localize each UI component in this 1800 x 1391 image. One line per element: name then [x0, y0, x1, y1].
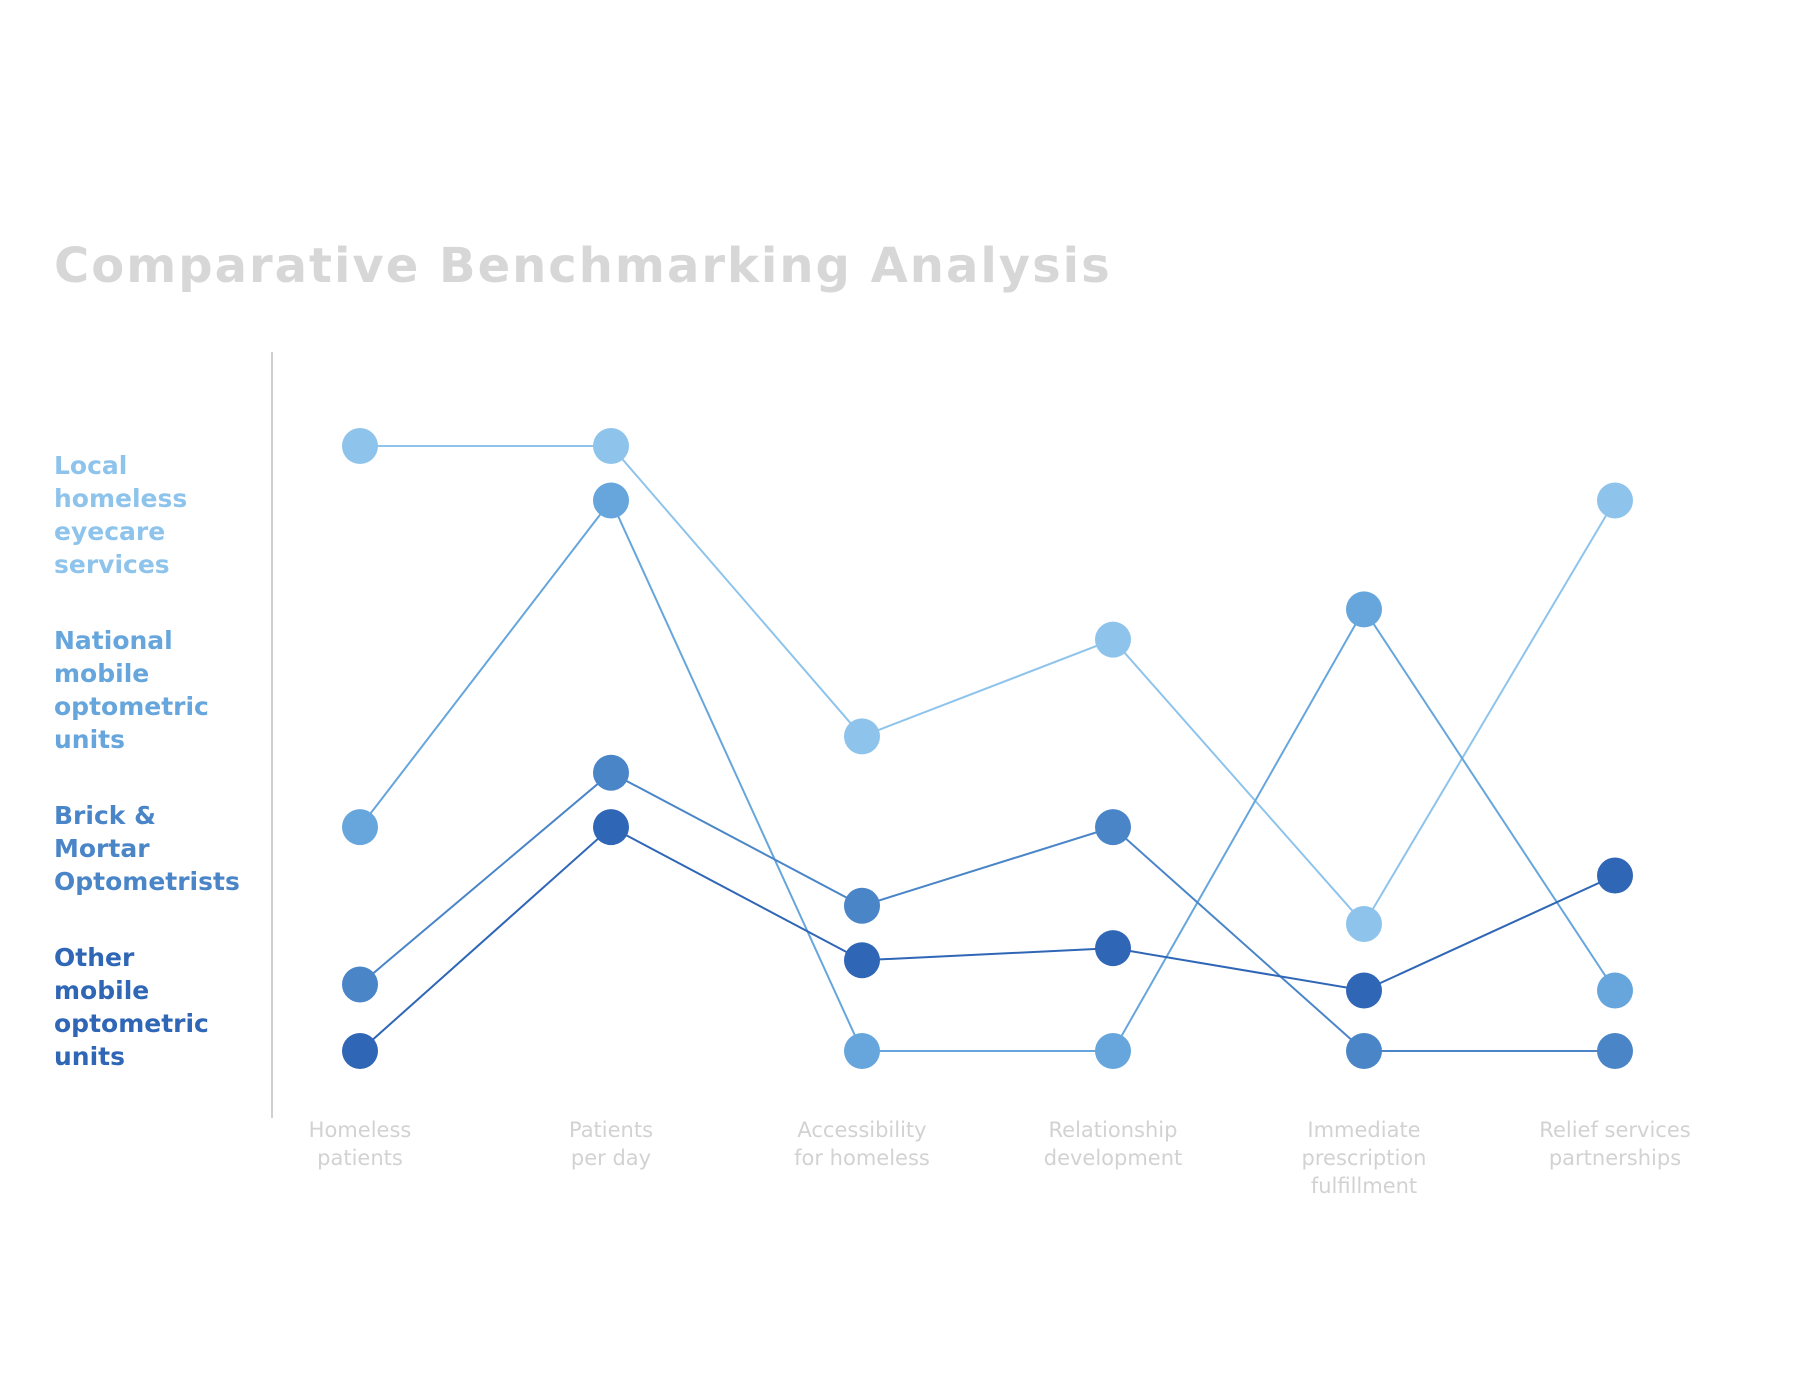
legend: Local homeless eyecare services National mobi…	[54, 451, 240, 1071]
data-point-national-mobile-optometric-units-immediate-prescription-fulfillment	[1346, 591, 1382, 628]
chart-title: Comparative Benchmarking Analysis	[54, 238, 1112, 294]
series-line-local-homeless-eyecare-services	[360, 445, 1616, 926]
data-point-national-mobile-optometric-units-accessibility-for-homeless	[844, 1033, 880, 1069]
legend-entry-line: National	[54, 626, 173, 655]
data-point-other-mobile-optometric-units-relief-services-partnerships	[1597, 857, 1633, 894]
legend-entry-line: mobile	[54, 976, 149, 1005]
data-point-local-homeless-eyecare-services-patients-per-day	[593, 428, 629, 464]
data-point-other-mobile-optometric-units-immediate-prescription-fulfillment	[1346, 972, 1382, 1009]
x-tick-label-line: Immediate	[1307, 1118, 1420, 1142]
legend-entry-line: Optometrists	[54, 867, 240, 896]
data-point-brick-and-mortar-optometrists-relief-services-partnerships	[1597, 1033, 1633, 1069]
legend-entry-national-mobile-optometric-units: National mobile optometric units	[54, 626, 209, 754]
series-line-national-mobile-optometric-units	[359, 498, 1616, 1052]
x-tick-label-line: development	[1044, 1146, 1183, 1170]
legend-entry-line: optometric	[54, 692, 209, 721]
x-tick-label-line: Relationship	[1049, 1118, 1178, 1142]
data-point-brick-and-mortar-optometrists-relationship-development	[1095, 809, 1131, 846]
x-tick-label-line: Homeless	[309, 1118, 412, 1142]
series-line-brick-and-mortar-optometrists	[359, 771, 1615, 1052]
data-point-other-mobile-optometric-units-relationship-development	[1095, 930, 1131, 967]
x-axis-tick-labels: Homeless patients Patients per day Accessibi…	[309, 1118, 1691, 1198]
data-point-local-homeless-eyecare-services-accessibility-for-homeless	[844, 718, 880, 755]
legend-entry-line: services	[54, 550, 170, 579]
legend-entry-line: units	[54, 725, 125, 754]
series-line-other-mobile-optometric-units	[359, 825, 1616, 1052]
x-tick-label-line: per day	[571, 1146, 651, 1170]
legend-entry-line: Local	[54, 451, 127, 480]
legend-entry-line: mobile	[54, 659, 149, 688]
x-tick-label-homeless-patients: Homeless patients	[309, 1118, 412, 1170]
legend-entry-line: Brick &	[54, 801, 156, 830]
legend-entry-line: units	[54, 1042, 125, 1071]
data-point-other-mobile-optometric-units-homeless-patients	[342, 1033, 378, 1069]
data-point-brick-and-mortar-optometrists-accessibility-for-homeless	[844, 887, 880, 924]
legend-entry-line: Other	[54, 943, 135, 972]
x-tick-label-line: partnerships	[1549, 1146, 1681, 1170]
data-point-brick-and-mortar-optometrists-homeless-patients	[342, 966, 378, 1003]
data-point-other-mobile-optometric-units-accessibility-for-homeless	[844, 942, 880, 979]
legend-entry-line: optometric	[54, 1009, 209, 1038]
data-point-brick-and-mortar-optometrists-patients-per-day	[593, 754, 629, 791]
x-tick-label-immediate-prescription-fulfillment: Immediate prescription fulfillment	[1302, 1118, 1427, 1198]
series-points	[342, 428, 1633, 1069]
data-point-local-homeless-eyecare-services-relationship-development	[1095, 621, 1131, 658]
x-tick-label-line: for homeless	[794, 1146, 930, 1170]
data-point-brick-and-mortar-optometrists-immediate-prescription-fulfillment	[1346, 1033, 1382, 1069]
x-tick-label-relief-services-partnerships: Relief services partnerships	[1539, 1118, 1690, 1170]
legend-entry-line: eyecare	[54, 517, 165, 546]
data-point-local-homeless-eyecare-services-relief-services-partnerships	[1597, 482, 1633, 519]
data-point-national-mobile-optometric-units-relief-services-partnerships	[1597, 972, 1633, 1009]
x-tick-label-line: prescription	[1302, 1146, 1427, 1170]
x-tick-label-patients-per-day: Patients per day	[569, 1118, 653, 1170]
legend-entry-other-mobile-optometric-units: Other mobile optometric units	[54, 943, 209, 1071]
legend-entry-brick-and-mortar-optometrists: Brick & Mortar Optometrists	[54, 801, 240, 896]
data-point-other-mobile-optometric-units-patients-per-day	[593, 809, 629, 846]
x-tick-label-line: Accessibility	[797, 1118, 926, 1142]
x-tick-label-line: Patients	[569, 1118, 653, 1142]
x-tick-label-line: fulfillment	[1311, 1174, 1417, 1198]
data-point-national-mobile-optometric-units-patients-per-day	[593, 482, 629, 519]
data-point-local-homeless-eyecare-services-immediate-prescription-fulfillment	[1346, 905, 1382, 942]
data-point-national-mobile-optometric-units-relationship-development	[1095, 1033, 1131, 1069]
x-tick-label-line: patients	[317, 1146, 403, 1170]
legend-entry-local-homeless-eyecare-services: Local homeless eyecare services	[54, 451, 187, 579]
data-point-national-mobile-optometric-units-homeless-patients	[342, 809, 378, 846]
data-point-local-homeless-eyecare-services-homeless-patients	[342, 428, 378, 464]
x-tick-label-line: Relief services	[1539, 1118, 1690, 1142]
x-tick-label-relationship-development: Relationship development	[1044, 1118, 1183, 1170]
x-tick-label-accessibility-for-homeless: Accessibility for homeless	[794, 1118, 930, 1170]
legend-entry-line: homeless	[54, 484, 187, 513]
legend-entry-line: Mortar	[54, 834, 150, 863]
series-lines	[359, 445, 1616, 1052]
